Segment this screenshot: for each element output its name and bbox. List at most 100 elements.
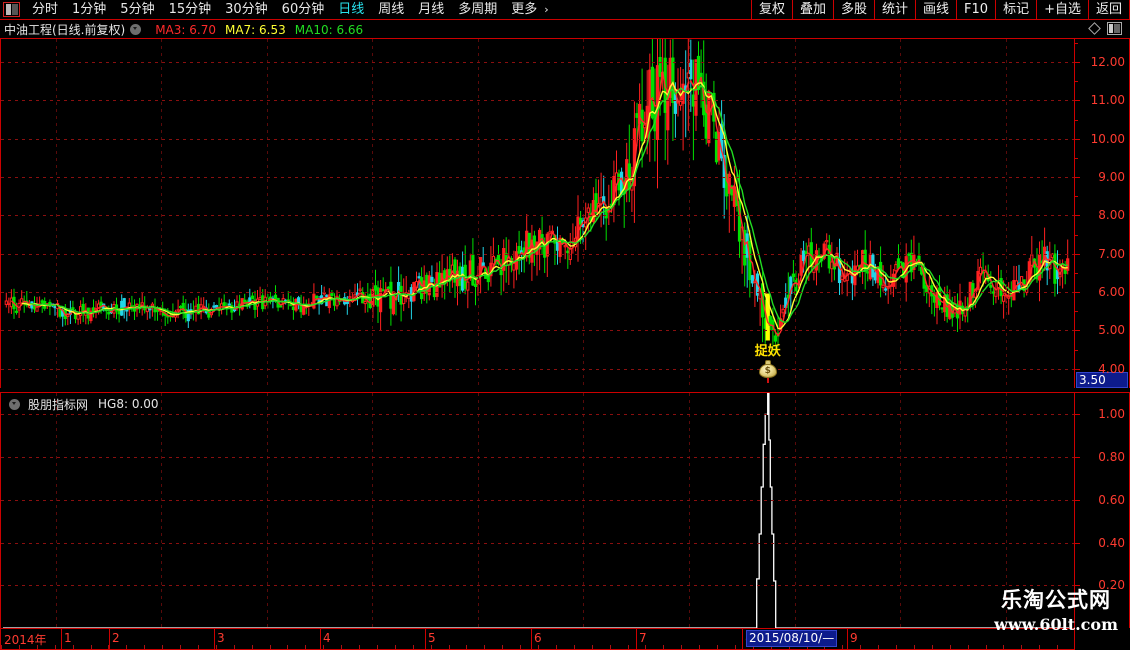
tool-add-zixuan[interactable]: +自选	[1036, 0, 1088, 19]
indicator-axis-tick-label: 0.60	[1098, 492, 1125, 507]
date-axis-month-label: 9	[850, 631, 858, 645]
ma7-legend: MA7: 6.53	[224, 22, 286, 37]
diamond-icon[interactable]	[1088, 22, 1101, 35]
date-axis-minor-tick	[717, 645, 718, 649]
date-axis-separator	[214, 629, 215, 649]
indicator-axis-tick-label: 0.40	[1098, 535, 1125, 550]
grid-line-vertical	[1006, 393, 1007, 628]
grid-line-vertical	[478, 393, 479, 628]
date-axis-separator	[425, 629, 426, 649]
date-axis-month-label: 2	[112, 631, 120, 645]
period-tab-fenshi[interactable]: 分时	[32, 2, 59, 17]
top-toolbar: 分时 1分钟 5分钟 15分钟 30分钟 60分钟 日线 周线 月线 多周期 更…	[0, 0, 1130, 20]
date-axis-minor-tick	[466, 645, 467, 649]
price-axis-tick	[1075, 292, 1080, 294]
price-axis-tick	[1075, 253, 1080, 255]
grid-line-horizontal	[1, 457, 1074, 459]
date-axis-minor-tick	[986, 645, 987, 649]
price-axis-minor-tick	[1075, 272, 1078, 274]
date-highlight-badge: 2015/08/10/—	[746, 630, 838, 647]
window-icon[interactable]	[3, 2, 20, 17]
period-tab-5min[interactable]: 5分钟	[120, 2, 155, 17]
tool-tongji[interactable]: 统计	[874, 0, 915, 19]
period-tab-60min[interactable]: 60分钟	[281, 2, 325, 17]
price-axis-tick	[1075, 368, 1080, 370]
price-axis-tick	[1075, 62, 1080, 63]
grid-line-horizontal	[1, 585, 1074, 587]
chevron-down-icon[interactable]	[130, 24, 142, 35]
period-tab-daily[interactable]: 日线	[338, 2, 365, 17]
split-view-icon[interactable]	[1107, 22, 1122, 35]
date-axis-minor-tick	[73, 645, 74, 649]
grid-line-vertical	[583, 393, 584, 628]
tool-f10[interactable]: F10	[956, 0, 995, 19]
indicator-axis-tick	[1075, 414, 1080, 416]
indicator-axis-tick-label: 0.20	[1098, 578, 1125, 593]
indicator-site-label: 股朋指标网	[28, 397, 89, 412]
grid-line-vertical	[56, 39, 57, 388]
date-axis-separator	[636, 629, 637, 649]
tool-huaxian[interactable]: 画线	[915, 0, 956, 19]
ma3-legend: MA3: 6.70	[155, 22, 216, 37]
price-axis-tick	[1075, 138, 1080, 140]
date-axis-minor-tick	[413, 645, 414, 649]
period-tab-1min[interactable]: 1分钟	[72, 2, 107, 17]
price-axis-tick	[1075, 100, 1080, 102]
price-axis-tick-label: 4.00	[1098, 361, 1125, 376]
date-axis: 2014年 1234567892015/08/10/—	[0, 628, 1075, 650]
ma10-legend: MA10: 6.66	[294, 22, 364, 37]
date-axis-separator	[61, 629, 62, 649]
price-axis-tick-label: 7.00	[1098, 246, 1125, 261]
grid-line-vertical	[372, 39, 373, 388]
indicator-header: 股朋指标网 HG8: 0.00	[0, 396, 159, 412]
date-axis-minor-tick	[842, 645, 843, 649]
date-axis-minor-tick	[91, 645, 92, 649]
date-axis-minor-tick	[1, 645, 2, 649]
period-tab-15min[interactable]: 15分钟	[168, 2, 212, 17]
date-axis-minor-tick	[735, 645, 736, 649]
date-axis-separator	[109, 629, 110, 649]
date-axis-minor-tick	[126, 645, 127, 649]
date-axis-separator	[320, 629, 321, 649]
date-axis-minor-tick	[431, 645, 432, 649]
tool-biaoji[interactable]: 标记	[995, 0, 1036, 19]
price-axis-tick	[1075, 177, 1080, 179]
period-tab-weekly[interactable]: 周线	[378, 2, 405, 17]
grid-line-vertical	[689, 393, 690, 628]
indicator-axis: 1.00 0.80 0.60 0.40 0.20	[1075, 392, 1130, 628]
date-axis-minor-tick	[287, 645, 288, 649]
date-axis-minor-tick	[198, 645, 199, 649]
grid-line-vertical	[372, 393, 373, 628]
indicator-axis-tick	[1075, 585, 1080, 587]
price-axis-tick-label: 11.00	[1090, 93, 1125, 108]
grid-line-horizontal	[1, 100, 1074, 102]
date-axis-minor-tick	[645, 645, 646, 649]
chevron-right-icon[interactable]: ›	[544, 3, 549, 16]
date-axis-minor-tick	[1003, 645, 1004, 649]
date-axis-minor-tick	[484, 645, 485, 649]
date-axis-minor-tick	[699, 645, 700, 649]
indicator-panel[interactable]	[0, 392, 1075, 628]
period-tab-30min[interactable]: 30分钟	[225, 2, 268, 17]
date-axis-minor-tick	[592, 645, 593, 649]
date-axis-minor-tick	[144, 645, 145, 649]
chevron-down-icon-indicator[interactable]	[9, 398, 20, 410]
period-tab-monthly[interactable]: 月线	[418, 2, 445, 17]
grid-line-vertical	[900, 393, 901, 628]
date-axis-minor-tick	[377, 645, 378, 649]
tool-duogu[interactable]: 多股	[832, 0, 874, 19]
grid-line-horizontal	[1, 138, 1074, 140]
tool-fanhui[interactable]: 返回	[1087, 0, 1130, 19]
date-axis-minor-tick	[681, 645, 682, 649]
period-tab-more[interactable]: 更多	[511, 2, 538, 17]
date-axis-month-label: 4	[323, 631, 331, 645]
price-chart-panel[interactable]: 捉妖 $	[0, 38, 1075, 388]
price-axis-tick-label: 9.00	[1098, 170, 1125, 185]
price-axis-tick-label: 12.00	[1090, 55, 1125, 69]
tool-diejia[interactable]: 叠加	[791, 0, 833, 19]
grid-line-horizontal	[1, 330, 1074, 332]
period-tab-multi[interactable]: 多周期	[458, 2, 498, 17]
date-axis-minor-tick	[359, 645, 360, 649]
indicator-spike-line	[3, 393, 1069, 628]
tool-fuquan[interactable]: 复权	[750, 0, 792, 19]
